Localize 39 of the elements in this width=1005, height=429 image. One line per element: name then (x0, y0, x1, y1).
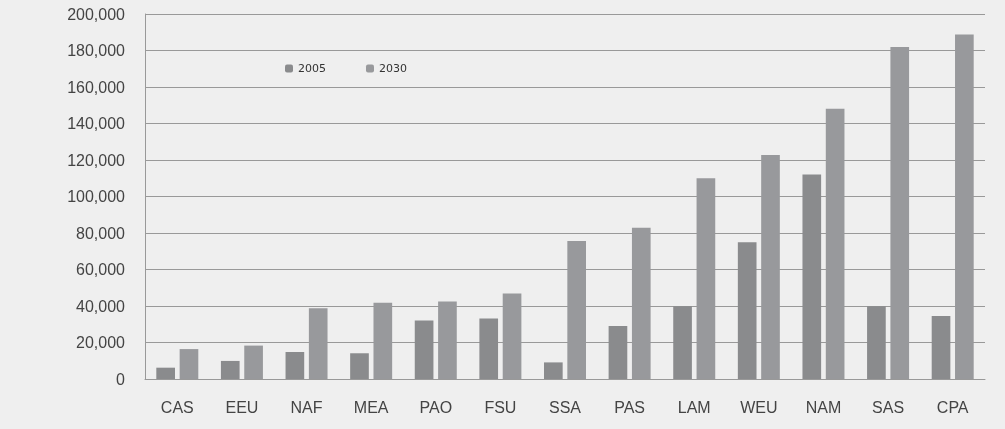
bar (802, 174, 822, 379)
bar (414, 320, 434, 379)
x-tick-label: EEU (225, 398, 259, 416)
y-tick-label: 180,000 (67, 42, 126, 59)
y-tick-label: 120,000 (67, 151, 126, 169)
x-tick-label: CAS (160, 398, 194, 416)
bar (608, 326, 628, 379)
x-tick-label: SAS (872, 398, 905, 416)
bar (867, 306, 886, 379)
bar (156, 367, 175, 379)
y-tick-label: 80,000 (76, 224, 126, 242)
y-tick-label: 40,000 (76, 297, 126, 315)
x-tick-label: PAO (419, 398, 453, 416)
y-tick-label: 60,000 (76, 261, 126, 278)
bar (544, 362, 563, 379)
x-tick-label: PAS (614, 398, 646, 416)
x-tick-label: LAM (677, 398, 711, 416)
legend-label: 2030 (378, 62, 407, 75)
bar (220, 360, 240, 379)
y-tick-label: 160,000 (67, 78, 126, 96)
x-tick-label: SSA (548, 398, 582, 416)
bar (350, 353, 369, 379)
bar (673, 306, 692, 379)
x-tick-label: WEU (740, 398, 778, 416)
x-tick-label: MEA (353, 398, 389, 416)
y-tick-label: 0 (116, 370, 126, 388)
bar (479, 318, 499, 379)
x-tick-label: NAM (805, 398, 842, 416)
y-tick-label: 200,000 (67, 5, 126, 23)
y-tick-label: 140,000 (67, 115, 126, 132)
bar (737, 242, 757, 379)
x-tick-label: CPA (936, 398, 969, 416)
x-tick-label: FSU (484, 398, 517, 416)
x-tick-label: NAF (290, 398, 323, 416)
y-tick-label: 100,000 (67, 188, 126, 205)
legend-label: 2005 (298, 62, 326, 75)
y-tick-label: 20,000 (76, 334, 126, 351)
bar (285, 351, 305, 379)
bar (931, 316, 951, 379)
